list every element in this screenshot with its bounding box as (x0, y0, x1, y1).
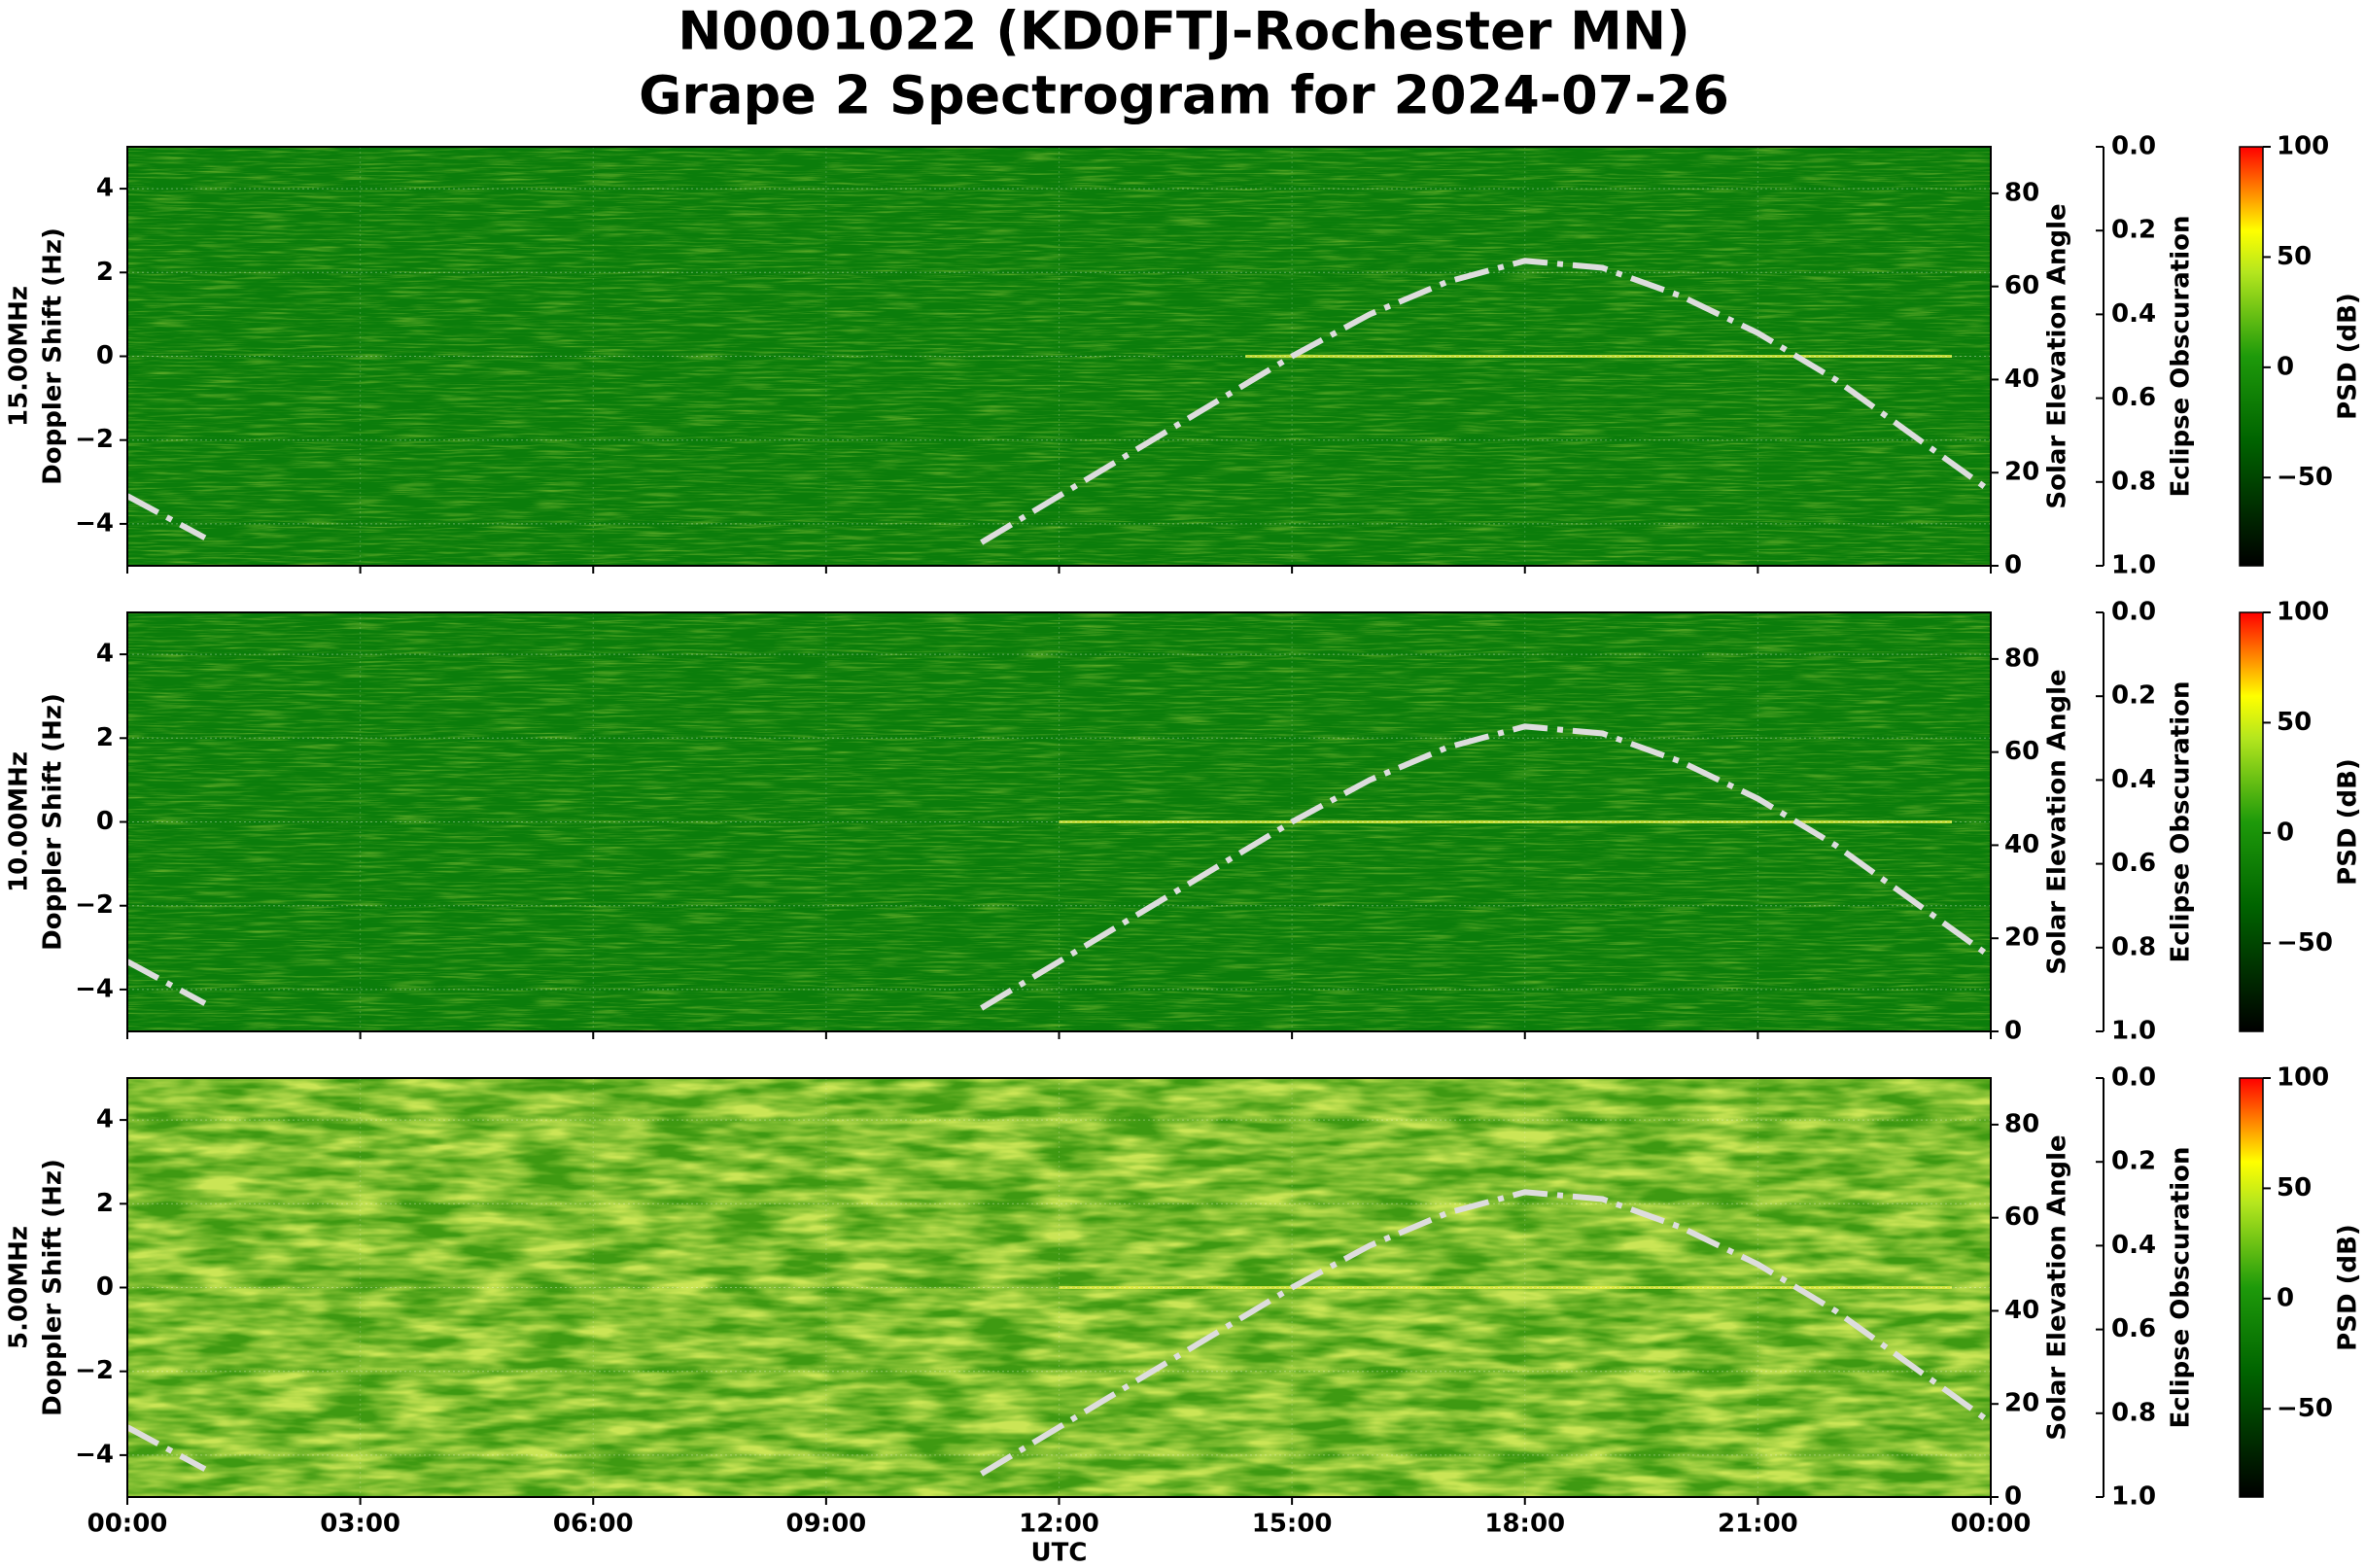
y3-tick-label: 0.0 (2111, 598, 2156, 627)
y3-tick-label: 1.0 (2111, 551, 2156, 580)
y-tick-label: −4 (75, 508, 114, 538)
y3-tick-label: 0.8 (2111, 932, 2156, 961)
colorbar-tick-label: 100 (2277, 1063, 2329, 1093)
y-tick-label: −4 (75, 1440, 114, 1469)
y-axis-label: 10.00MHz (5, 751, 34, 892)
solar-elevation-line (127, 258, 1991, 545)
plot-frame (126, 1077, 1992, 1498)
x-tick-label: 09:00 (785, 1510, 866, 1539)
y2-tick-label: 20 (2004, 458, 2039, 487)
colorbar-tick-label: 50 (2277, 708, 2312, 737)
y2-tick-label: 40 (2004, 1296, 2039, 1325)
x-tick-label: 15:00 (1252, 1510, 1333, 1539)
y-axis-label: 5.00MHz (5, 1226, 34, 1349)
colorbar-tick-label: 100 (2277, 598, 2329, 627)
y3-tick-label: 0.0 (2111, 132, 2156, 161)
y-tick-label: 0 (96, 807, 114, 836)
y-tick-label: −2 (75, 425, 114, 454)
x-axis-label: UTC (1031, 1539, 1088, 1568)
y3-tick-label: 0.8 (2111, 467, 2156, 496)
y2-tick-label: 0 (2004, 1017, 2022, 1046)
y3-tick-label: 0.8 (2111, 1398, 2156, 1427)
y2-tick-label: 0 (2004, 551, 2022, 580)
colorbar-label: PSD (dB) (2334, 758, 2363, 886)
x-tick-label: 03:00 (320, 1510, 400, 1539)
colorbar (2239, 1077, 2264, 1498)
plot-frame (126, 146, 1992, 567)
y2-tick-label: 40 (2004, 830, 2039, 859)
y3-tick-label: 0.0 (2111, 1063, 2156, 1093)
y2-tick-label: 60 (2004, 737, 2039, 766)
x-tick-label: 00:00 (87, 1510, 168, 1539)
colorbar-tick-label: 0 (2277, 1283, 2294, 1312)
y3-tick-label: 0.2 (2111, 681, 2156, 711)
y2-tick-label: 20 (2004, 1389, 2039, 1418)
y3-axis-label: Eclipse Obscuration (2167, 216, 2196, 498)
y2-tick-label: 40 (2004, 365, 2039, 394)
y-tick-label: 2 (96, 258, 114, 287)
y2-tick-label: 60 (2004, 271, 2039, 300)
y3-axis-label: Eclipse Obscuration (2167, 1147, 2196, 1429)
y-axis-label: Doppler Shift (Hz) (39, 1159, 68, 1416)
colorbar-label: PSD (dB) (2334, 293, 2363, 420)
solar-elevation-line (127, 1189, 1991, 1477)
y3-tick-label: 1.0 (2111, 1017, 2156, 1046)
y3-axis-label: Eclipse Obscuration (2167, 681, 2196, 963)
chart-title: N0001022 (KD0FTJ-Rochester MN) (678, 1, 1690, 62)
x-tick-label: 12:00 (1019, 1510, 1099, 1539)
y3-tick-label: 0.2 (2111, 216, 2156, 245)
y-axis-label: Doppler Shift (Hz) (39, 227, 68, 485)
y-tick-label: 4 (96, 1105, 114, 1134)
solar-elevation-line (127, 723, 1991, 1011)
y-tick-label: 4 (96, 640, 114, 669)
chart-subtitle: Grape 2 Spectrogram for 2024-07-26 (639, 65, 1729, 126)
y2-axis-label: Solar Elevation Angle (2043, 1134, 2072, 1440)
y2-axis-label: Solar Elevation Angle (2043, 669, 2072, 974)
x-tick-label: 18:00 (1484, 1510, 1565, 1539)
y3-tick-label: 0.2 (2111, 1147, 2156, 1176)
x-tick-label: 21:00 (1718, 1510, 1798, 1539)
y3-tick-label: 1.0 (2111, 1482, 2156, 1512)
x-tick-label: 00:00 (1951, 1510, 2032, 1539)
colorbar-tick-label: 0 (2277, 818, 2294, 847)
x-tick-label: 06:00 (553, 1510, 634, 1539)
y2-axis-label: Solar Elevation Angle (2043, 203, 2072, 508)
colorbar (2239, 146, 2264, 567)
colorbar-tick-label: −50 (2277, 928, 2333, 958)
y-tick-label: −2 (75, 1356, 114, 1385)
y2-tick-label: 80 (2004, 644, 2039, 673)
colorbar-tick-label: 50 (2277, 242, 2312, 271)
y3-tick-label: 0.6 (2111, 383, 2156, 412)
colorbar-tick-label: 100 (2277, 132, 2329, 161)
y2-tick-label: 0 (2004, 1482, 2022, 1512)
colorbar-tick-label: −50 (2277, 1394, 2333, 1423)
colorbar-tick-label: 50 (2277, 1173, 2312, 1202)
y-axis-label: Doppler Shift (Hz) (39, 693, 68, 951)
y-tick-label: 2 (96, 723, 114, 752)
y2-tick-label: 60 (2004, 1202, 2039, 1232)
y3-tick-label: 0.4 (2111, 1231, 2156, 1260)
y-tick-label: 0 (96, 341, 114, 370)
y3-tick-label: 0.4 (2111, 765, 2156, 794)
y3-tick-label: 0.4 (2111, 299, 2156, 329)
colorbar (2239, 611, 2264, 1032)
y3-tick-label: 0.6 (2111, 1314, 2156, 1343)
colorbar-tick-label: −50 (2277, 463, 2333, 492)
colorbar-tick-label: 0 (2277, 352, 2294, 381)
y-axis-label: 15.00MHz (5, 286, 34, 427)
y-tick-label: 2 (96, 1189, 114, 1218)
y-tick-label: 4 (96, 174, 114, 203)
y-tick-label: −2 (75, 890, 114, 920)
y2-tick-label: 20 (2004, 923, 2039, 953)
y3-tick-label: 0.6 (2111, 849, 2156, 878)
y-tick-label: −4 (75, 974, 114, 1003)
y-tick-label: 0 (96, 1272, 114, 1302)
y2-tick-label: 80 (2004, 178, 2039, 207)
plot-frame (126, 611, 1992, 1032)
y2-tick-label: 80 (2004, 1109, 2039, 1138)
colorbar-label: PSD (dB) (2334, 1224, 2363, 1351)
